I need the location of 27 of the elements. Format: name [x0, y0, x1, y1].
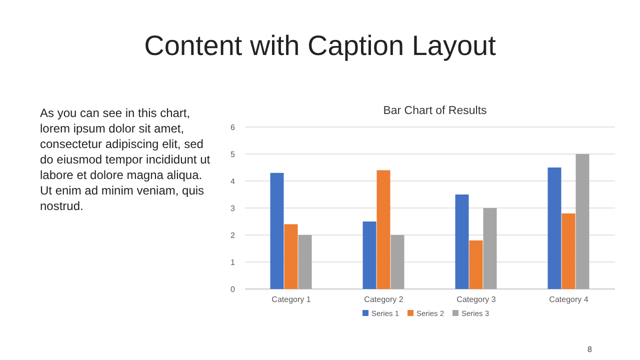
bar	[362, 222, 376, 289]
bar	[548, 168, 562, 289]
bar	[469, 240, 483, 289]
x-tick-label: Category 3	[456, 295, 496, 304]
bar	[455, 194, 469, 289]
x-tick-label: Category 4	[549, 295, 589, 304]
text: 8	[588, 345, 593, 354]
x-tick-label: Category 1	[272, 295, 312, 304]
text: Content with Caption Layout	[144, 30, 496, 61]
bar	[284, 224, 298, 289]
bar	[376, 170, 390, 289]
bar	[576, 154, 590, 289]
x-tick-label: Category 2	[364, 295, 404, 304]
y-tick-label: 3	[230, 204, 236, 213]
bar	[483, 208, 497, 289]
y-tick-label: 0	[230, 285, 236, 294]
bar	[270, 172, 284, 289]
bar	[390, 235, 404, 289]
y-tick-label: 1	[230, 258, 236, 267]
y-tick-label: 6	[230, 123, 236, 132]
y-tick-label: 5	[230, 150, 236, 159]
bar	[298, 235, 312, 289]
y-tick-label: 2	[230, 231, 236, 240]
bar	[562, 213, 576, 289]
text: As you can see in this chart, lorem ipsum dolor sit amet, consectetur adipiscing elit, sed do eiusmod tempor incididunt ut labore et dolore magna aliqua. Ut enim ad minim veniam, quis nostrud.	[40, 106, 211, 213]
chart-title: Bar Chart of Results	[383, 105, 488, 117]
y-tick-label: 4	[230, 177, 236, 186]
